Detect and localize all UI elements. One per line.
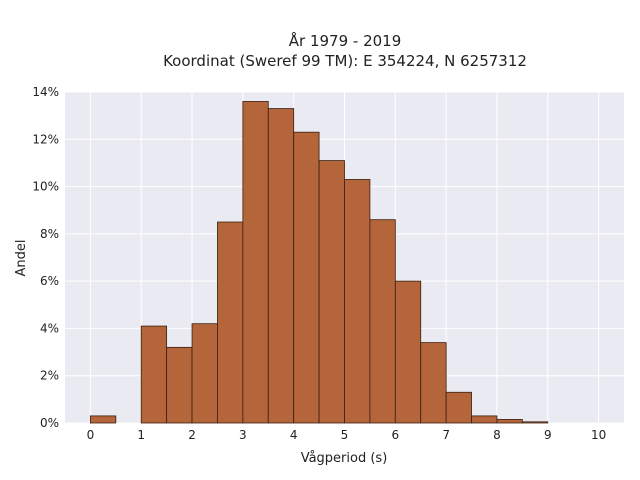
x-axis-label: Vågperiod (s) xyxy=(301,451,388,466)
y-tick-label: 12% xyxy=(32,132,59,146)
y-tick-label: 0% xyxy=(40,416,59,430)
histogram-bar xyxy=(191,323,218,424)
y-tick-label: 6% xyxy=(40,274,59,288)
chart-title-line-2: Koordinat (Sweref 99 TM): E 354224, N 62… xyxy=(163,52,527,70)
x-tick-label: 6 xyxy=(391,428,399,442)
x-axis-ticks: 0 1 2 3 4 5 6 7 8 9 10 xyxy=(87,428,607,442)
y-tick-label: 4% xyxy=(40,321,59,335)
histogram-bar xyxy=(496,419,523,424)
x-tick-label: 7 xyxy=(442,428,450,442)
histogram-bar xyxy=(242,101,269,424)
y-axis-label: Andel xyxy=(14,240,29,277)
x-tick-label: 5 xyxy=(341,428,349,442)
y-tick-label: 10% xyxy=(32,180,59,194)
y-tick-label: 14% xyxy=(32,85,59,99)
x-tick-label: 9 xyxy=(544,428,552,442)
histogram-bar xyxy=(521,421,549,424)
histogram-bars xyxy=(90,101,549,424)
x-tick-label: 10 xyxy=(591,428,606,442)
histogram-bar xyxy=(394,280,422,424)
histogram-bar xyxy=(344,179,371,424)
histogram-bar xyxy=(293,131,320,424)
y-tick-label: 8% xyxy=(40,227,59,241)
histogram-bar xyxy=(166,346,193,424)
histogram-bar xyxy=(267,108,295,424)
histogram-bar xyxy=(471,415,498,424)
histogram-bar xyxy=(140,325,168,424)
x-tick-label: 0 xyxy=(87,428,95,442)
x-tick-label: 1 xyxy=(137,428,145,442)
histogram-bar xyxy=(420,342,447,424)
x-tick-label: 4 xyxy=(290,428,298,442)
histogram-bar xyxy=(369,219,396,424)
histogram-bar xyxy=(445,391,472,424)
histogram-bar xyxy=(217,221,244,424)
y-tick-label: 2% xyxy=(40,369,59,383)
chart-title-line-1: År 1979 - 2019 xyxy=(289,31,402,50)
x-tick-label: 3 xyxy=(239,428,247,442)
histogram-bar xyxy=(90,415,117,424)
histogram-bar xyxy=(318,160,345,424)
y-axis-ticks: 0% 2% 4% 6% 8% 10% 12% 14% xyxy=(32,85,59,430)
x-tick-label: 8 xyxy=(493,428,501,442)
x-tick-label: 2 xyxy=(188,428,196,442)
